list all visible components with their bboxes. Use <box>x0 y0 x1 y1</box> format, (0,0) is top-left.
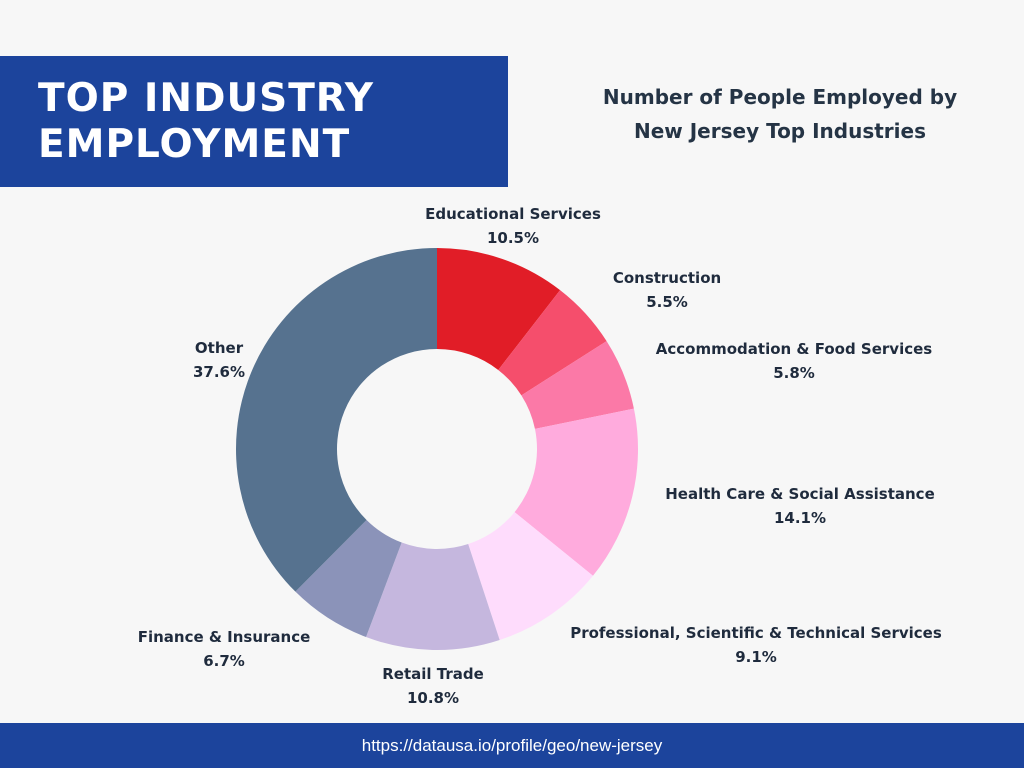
slice-label-value: 37.6% <box>192 363 246 381</box>
donut-slice-construction <box>498 290 607 396</box>
donut-slice-health-care-social-assistance <box>514 408 638 576</box>
donut-slice-other <box>236 248 437 592</box>
label-retail-trade: Retail Trade 10.8% <box>382 662 484 710</box>
slice-label-name: Professional, Scientific & Technical Ser… <box>570 624 942 642</box>
label-other: Other 37.6% <box>193 336 245 384</box>
donut-slice-educational-services <box>437 248 561 370</box>
slice-label-value: 6.7% <box>203 652 245 670</box>
slice-label-value: 10.8% <box>406 689 460 707</box>
slice-label-name: Construction <box>612 269 722 287</box>
slice-label-value: 5.5% <box>646 293 688 311</box>
label-accommodation-food-services: Accommodation & Food Services 5.8% <box>656 337 932 385</box>
label-finance-insurance: Finance & Insurance 6.7% <box>138 625 311 673</box>
donut-slice-finance-insurance <box>295 519 402 638</box>
subtitle-line-1: Number of People Employed by <box>602 85 958 109</box>
donut-slice-accommodation-food-services <box>521 341 634 429</box>
title-banner: TOP INDUSTRY EMPLOYMENT <box>0 56 508 187</box>
title-line-1: TOP INDUSTRY <box>38 76 374 121</box>
slice-label-name: Educational Services <box>425 205 601 223</box>
slice-label-value: 9.1% <box>735 648 777 666</box>
title-line-2: EMPLOYMENT <box>38 122 351 167</box>
slice-label-value: 14.1% <box>773 509 827 527</box>
label-professional-scientific-technical: Professional, Scientific & Technical Ser… <box>570 621 942 669</box>
source-url: https://datausa.io/profile/geo/new-jerse… <box>361 736 663 755</box>
donut-slice-professional-scientific-technical-services <box>468 512 593 640</box>
slice-label-name: Other <box>194 339 244 357</box>
slice-label-name: Accommodation & Food Services <box>655 340 933 358</box>
donut-slice-retail-trade <box>366 542 500 650</box>
subtitle-line-2: New Jersey Top Industries <box>634 119 926 143</box>
slice-label-name: Health Care & Social Assistance <box>665 485 935 503</box>
label-construction: Construction 5.5% <box>613 266 721 314</box>
label-educational-services: Educational Services 10.5% <box>425 202 601 250</box>
slice-label-value: 5.8% <box>773 364 815 382</box>
slice-label-name: Retail Trade <box>382 665 484 683</box>
slice-label-name: Finance & Insurance <box>137 628 311 646</box>
slice-label-value: 10.5% <box>486 229 540 247</box>
chart-subtitle: Number of People Employed by New Jersey … <box>560 80 1000 148</box>
label-health-care-social-assistance: Health Care & Social Assistance 14.1% <box>665 482 935 530</box>
source-footer: https://datausa.io/profile/geo/new-jerse… <box>0 723 1024 768</box>
